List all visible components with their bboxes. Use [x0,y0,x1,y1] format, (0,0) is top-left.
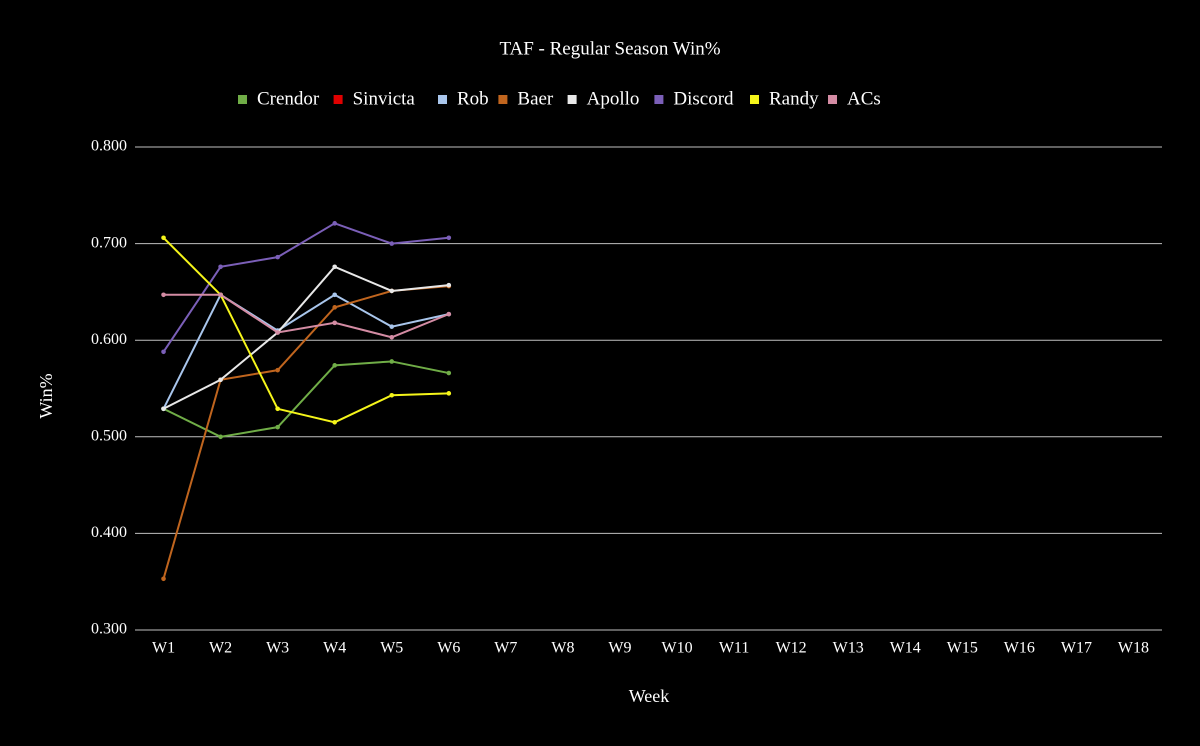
legend-label: Randy [769,88,819,109]
legend-label: Crendor [257,88,320,109]
x-tick-label: W2 [209,640,232,657]
x-tick-label: W3 [266,640,289,657]
point [446,311,452,317]
y-tick-label: 0.300 [91,621,127,638]
point [446,282,452,288]
point [389,241,395,246]
x-tick-label: W8 [551,640,574,657]
point [161,235,166,241]
legend-label: Rob [457,88,489,109]
legend-swatch [750,95,759,104]
legend-label: ACs [847,88,881,109]
point [218,377,223,383]
x-axis-label: Week [629,686,670,706]
x-tick-label: W13 [833,640,864,657]
point [332,264,337,270]
point [389,392,395,398]
point [275,406,280,412]
point [446,391,452,396]
y-tick-label: 0.400 [91,524,127,541]
point [332,292,337,298]
point [332,305,337,310]
legend-label: Baer [517,88,554,109]
legend-label: Discord [673,88,734,109]
point [161,576,166,582]
x-tick-label: W9 [608,640,631,657]
legend-swatch [828,95,837,104]
x-tick-label: W7 [494,640,517,657]
legend-swatch [333,95,343,104]
legend-swatch [238,95,247,104]
point [389,335,395,340]
x-tick-label: W14 [890,640,921,657]
x-tick-label: W5 [380,640,403,657]
point [161,406,166,412]
x-tick-label: W6 [437,640,460,657]
series-line [163,293,450,339]
x-tick-label: W17 [1061,640,1092,657]
legend-swatch [567,95,577,104]
y-tick-label: 0.500 [91,427,127,444]
x-tick-label: W16 [1004,640,1035,657]
x-tick-label: W12 [776,640,807,657]
point [446,235,452,241]
point [332,320,337,326]
point [275,330,280,335]
point [218,264,223,270]
legend-swatch [438,95,447,104]
legend-swatch [498,95,508,104]
x-tick-label: W4 [323,640,346,657]
point [446,370,452,376]
series-line [163,265,449,410]
x-tick-label: W11 [719,640,750,657]
point [389,359,395,364]
x-tick-label: W1 [152,640,175,657]
series-line [163,360,450,438]
legend-swatch [654,95,664,104]
y-axis-label: Win% [36,373,56,418]
point [332,221,337,226]
x-tick-label: W15 [947,640,978,657]
point [389,324,395,329]
point [275,424,280,430]
point [275,367,280,373]
point [332,363,337,368]
series-line [162,285,449,580]
series-line [162,237,449,424]
y-tick-label: 0.700 [91,234,127,251]
point [161,349,166,355]
chart-title: TAF - Regular Season Win% [499,38,720,59]
point [218,292,223,298]
legend-label: Apollo [587,88,640,109]
point [218,434,223,440]
legend-label: Sinvicta [353,88,416,109]
y-tick-label: 0.800 [91,138,127,155]
x-tick-label: W18 [1118,640,1149,657]
x-tick-label: W10 [661,640,692,657]
series-line [162,293,450,410]
point [161,292,166,298]
point [389,288,395,294]
series-line [162,222,449,353]
point [332,420,337,425]
point [275,254,280,260]
y-tick-label: 0.600 [91,331,127,348]
